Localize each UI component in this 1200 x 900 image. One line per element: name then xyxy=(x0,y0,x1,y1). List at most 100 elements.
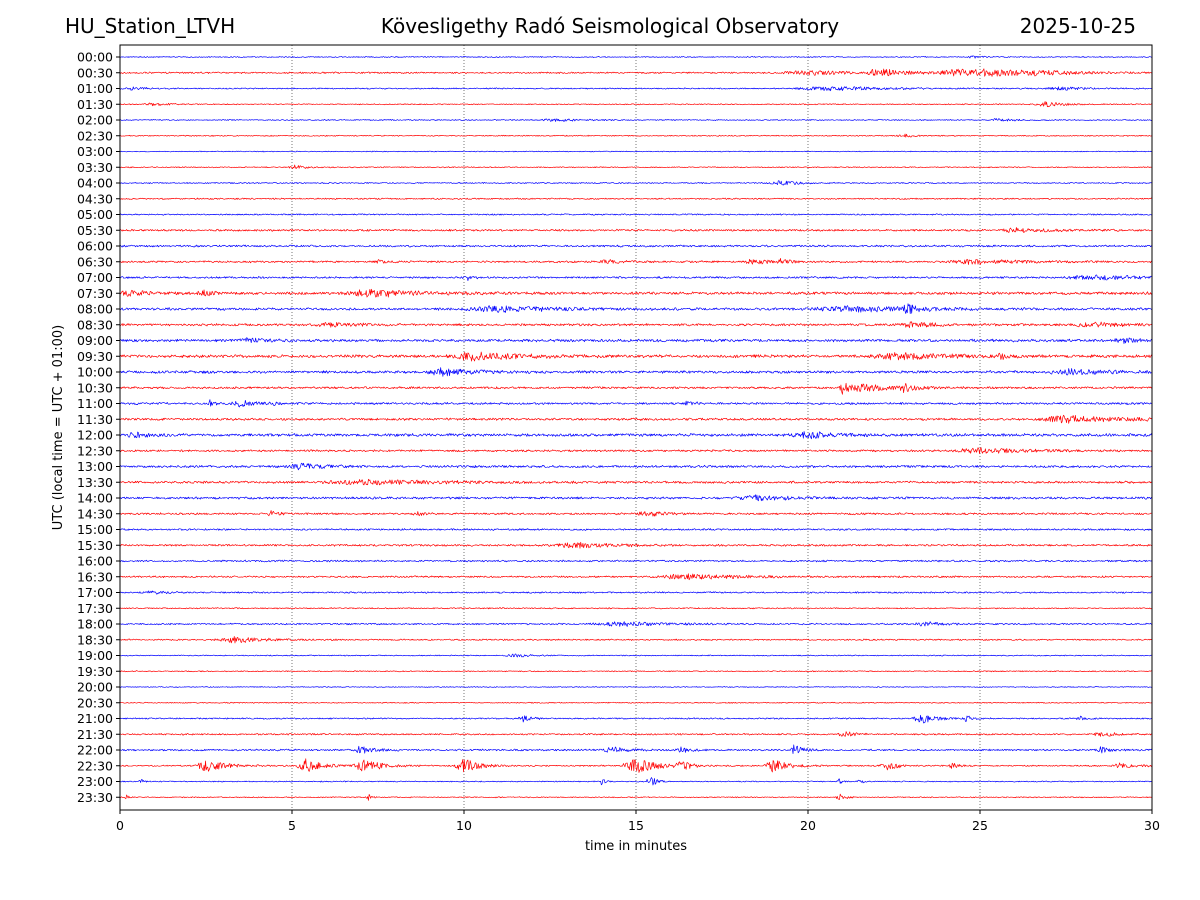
trace-2330 xyxy=(119,793,1153,801)
trace-0930 xyxy=(119,351,1153,362)
x-axis-label: time in minutes xyxy=(585,839,687,854)
observatory-title: Kövesligethy Radó Seismological Observat… xyxy=(380,14,840,38)
y-tick-label: 12:00 xyxy=(77,428,113,443)
trace-0400 xyxy=(119,180,1153,186)
trace-1100 xyxy=(119,399,1153,408)
y-tick-label: 02:00 xyxy=(77,113,113,128)
x-tick-label: 15 xyxy=(628,818,644,833)
y-tick-label: 08:00 xyxy=(77,302,113,317)
trace-2230 xyxy=(119,758,1153,773)
trace-0600 xyxy=(119,244,1153,248)
y-axis-label: UTC (local time = UTC + 01:00) xyxy=(51,325,66,530)
y-tick-label: 01:30 xyxy=(77,97,113,112)
trace-1430 xyxy=(119,510,1153,517)
y-tick-label: 21:00 xyxy=(77,711,113,726)
trace-0000 xyxy=(119,55,1153,59)
x-tick-label: 30 xyxy=(1144,818,1160,833)
y-tick-label: 23:30 xyxy=(77,790,113,805)
trace-2200 xyxy=(119,744,1153,754)
y-tick-label: 18:30 xyxy=(77,632,113,647)
grid-lines xyxy=(291,45,981,810)
x-axis: 0 5 10 15 20 25 30 xyxy=(116,810,1160,833)
y-tick-label: 21:30 xyxy=(77,727,113,742)
x-tick-label: 20 xyxy=(800,818,816,833)
trace-2130 xyxy=(119,731,1153,737)
trace-1400 xyxy=(119,494,1153,502)
x-tick-label: 10 xyxy=(456,818,472,833)
y-tick-label: 09:00 xyxy=(77,333,113,348)
y-tick-label: 20:00 xyxy=(77,680,113,695)
trace-1600 xyxy=(119,559,1153,563)
y-tick-label: 16:00 xyxy=(77,554,113,569)
trace-1700 xyxy=(119,590,1153,595)
trace-0330 xyxy=(119,164,1153,170)
trace-1330 xyxy=(119,478,1153,486)
trace-0300 xyxy=(119,150,1153,153)
y-tick-label: 15:30 xyxy=(77,538,113,553)
y-tick-label: 06:30 xyxy=(77,254,113,269)
trace-0200 xyxy=(119,118,1153,122)
trace-1130 xyxy=(119,414,1153,424)
trace-2300 xyxy=(119,777,1153,786)
y-tick-label: 07:30 xyxy=(77,286,113,301)
trace-2000 xyxy=(119,686,1153,688)
trace-1000 xyxy=(119,367,1153,377)
y-tick-label: 16:30 xyxy=(77,569,113,584)
y-tick-label: 12:30 xyxy=(77,443,113,458)
trace-1230 xyxy=(119,447,1153,454)
y-tick-label: 00:00 xyxy=(77,50,113,65)
trace-1300 xyxy=(119,462,1153,471)
y-tick-label: 02:30 xyxy=(77,128,113,143)
y-tick-label: 10:00 xyxy=(77,365,113,380)
trace-2030 xyxy=(119,701,1153,704)
y-tick-label: 03:00 xyxy=(77,144,113,159)
y-tick-label: 04:30 xyxy=(77,191,113,206)
y-tick-label: 22:00 xyxy=(77,743,113,758)
trace-0530 xyxy=(119,227,1153,233)
trace-1730 xyxy=(119,607,1153,610)
trace-1900 xyxy=(119,653,1153,658)
trace-1200 xyxy=(119,431,1153,440)
y-tick-label: 17:30 xyxy=(77,601,113,616)
trace-0700 xyxy=(119,274,1153,281)
trace-1030 xyxy=(119,382,1153,395)
y-tick-label: 01:00 xyxy=(77,81,113,96)
y-tick-label: 00:30 xyxy=(77,65,113,80)
y-tick-label: 03:30 xyxy=(77,160,113,175)
y-tick-label: 07:00 xyxy=(77,270,113,285)
y-tick-label: 05:30 xyxy=(77,223,113,238)
y-tick-label: 14:00 xyxy=(77,491,113,506)
trace-0900 xyxy=(119,337,1153,344)
trace-0800 xyxy=(119,303,1153,314)
y-tick-label: 19:30 xyxy=(77,664,113,679)
trace-1500 xyxy=(119,528,1153,531)
trace-1830 xyxy=(119,636,1153,644)
trace-1800 xyxy=(119,621,1153,627)
station-name: HU_Station_LTVH xyxy=(65,14,236,38)
trace-0630 xyxy=(119,258,1153,265)
y-tick-label: 09:30 xyxy=(77,349,113,364)
y-tick-label: 13:00 xyxy=(77,459,113,474)
y-tick-label: 19:00 xyxy=(77,648,113,663)
trace-0030 xyxy=(119,68,1153,77)
y-tick-label: 11:00 xyxy=(77,396,113,411)
trace-0830 xyxy=(119,321,1153,329)
y-tick-label: 04:00 xyxy=(77,176,113,191)
x-tick-label: 0 xyxy=(116,818,124,833)
y-tick-label: 05:00 xyxy=(77,207,113,222)
y-axis: 00:0000:3001:0001:3002:0002:3003:0003:30… xyxy=(77,50,120,805)
y-tick-label: 17:00 xyxy=(77,585,113,600)
trace-1930 xyxy=(119,670,1153,673)
y-tick-label: 13:30 xyxy=(77,475,113,490)
y-tick-label: 18:00 xyxy=(77,617,113,632)
y-tick-label: 22:30 xyxy=(77,758,113,773)
trace-0100 xyxy=(119,86,1153,92)
x-tick-label: 5 xyxy=(288,818,296,833)
trace-group xyxy=(119,55,1153,801)
y-tick-label: 10:30 xyxy=(77,380,113,395)
trace-0430 xyxy=(119,197,1153,200)
trace-0230 xyxy=(119,133,1153,138)
y-tick-label: 08:30 xyxy=(77,317,113,332)
y-tick-label: 11:30 xyxy=(77,412,113,427)
